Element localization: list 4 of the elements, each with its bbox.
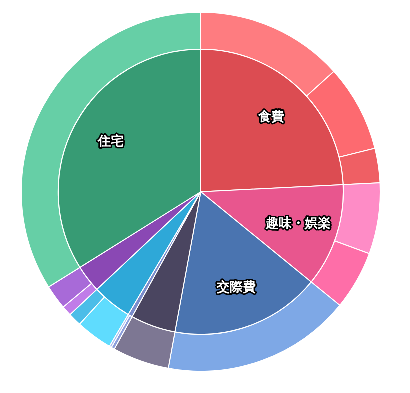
- slice-label: 住宅: [97, 134, 124, 150]
- slice-label: 食費: [258, 110, 285, 126]
- slice-label: 趣味・娯楽: [264, 216, 331, 232]
- slice-label: 交際費: [216, 280, 256, 296]
